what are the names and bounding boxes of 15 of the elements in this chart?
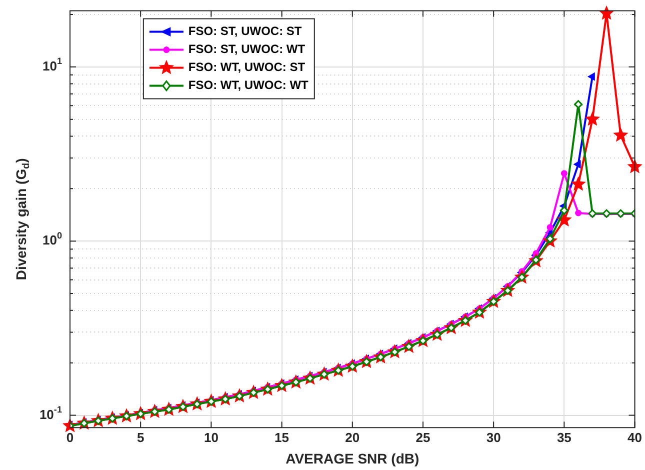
legend-label: FSO: WT, UWOC: ST	[188, 60, 306, 74]
x-tick-label: 20	[345, 430, 360, 445]
x-tick-label: 0	[66, 430, 74, 445]
x-tick-label: 40	[628, 430, 642, 445]
x-tick-label: 35	[556, 430, 572, 445]
y-axis-title: Diversity gain (Gd)	[12, 158, 32, 280]
x-tick-label: 25	[416, 430, 430, 445]
x-axis-title: AVERAGE SNR (dB)	[286, 450, 420, 466]
x-tick-label: 15	[274, 430, 290, 445]
legend-label: FSO: ST, UWOC: ST	[188, 24, 302, 38]
x-tick-label: 30	[486, 430, 501, 445]
x-tick-label: 5	[136, 430, 144, 445]
legend-label: FSO: ST, UWOC: WT	[188, 42, 306, 56]
x-tick-label: 10	[204, 430, 218, 445]
legend-label: FSO: WT, UWOC: WT	[188, 78, 310, 92]
